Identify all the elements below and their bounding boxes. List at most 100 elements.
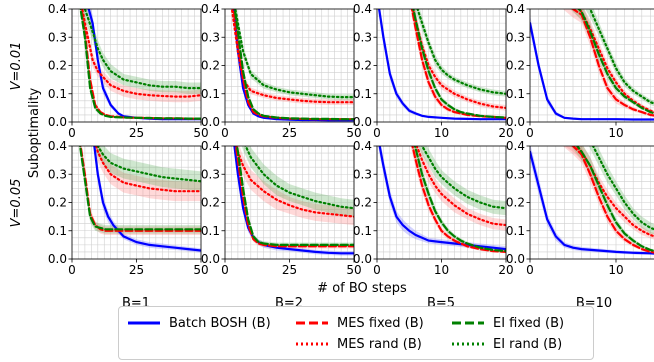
- series-group: [378, 146, 506, 254]
- series-line-batch-bosh-b: [93, 146, 201, 252]
- x-tick-label: 10: [608, 126, 623, 140]
- y-tick-label: 0.2: [353, 196, 372, 210]
- series-line-mes-rand-b: [95, 146, 201, 193]
- panel-r1-c4: 0 10 0.0 0.1 0.2 0.3 0.4: [506, 2, 654, 140]
- y-tick-label: 0.0: [353, 115, 372, 129]
- y-tick-label: 0.2: [201, 196, 220, 210]
- x-tick-label: 0: [68, 126, 76, 140]
- legend-item-mes-fixed: MES fixed (B): [295, 314, 424, 332]
- series-line-batch-bosh-b: [530, 150, 654, 255]
- x-tick-label: 0: [373, 263, 381, 277]
- series-line-ei-rand-b: [96, 146, 201, 183]
- y-tick-label: 0.3: [201, 167, 220, 181]
- y-tick-label: 0.1: [201, 87, 220, 101]
- series-line-ei-fixed-b: [412, 9, 506, 119]
- series-band-mes-rand-b: [93, 146, 201, 202]
- legend-swatch-ei-fixed: [452, 321, 484, 325]
- series-line-ei-rand-b: [588, 9, 654, 105]
- series-band-mes-rand-b: [80, 9, 201, 103]
- y-tick-label: 0.4: [201, 139, 220, 153]
- y-tick-label: 0.0: [353, 252, 372, 266]
- y-tick-label: 0.4: [506, 2, 525, 16]
- row-label-v005: V=0.05: [9, 179, 24, 228]
- legend-label-mes-fixed: MES fixed (B): [337, 315, 424, 331]
- panel-r2-c2: 0 25 50 0.0 0.1 0.2 0.3 0.4: [201, 139, 362, 277]
- panel-r1-c1: 0 25 50 0.0 0.1 0.2 0.3 0.4: [48, 2, 209, 140]
- y-tick-label: 0.2: [506, 59, 525, 73]
- series-band-ei-rand-b: [93, 146, 201, 192]
- x-tick-label: 25: [129, 126, 144, 140]
- legend-label-mes-rand: MES rand (B): [337, 336, 422, 352]
- y-tick-label: 0.0: [506, 115, 525, 129]
- series-line-mes-rand-b: [574, 146, 654, 238]
- legend-label-batch-bosh: Batch BOSH (B): [169, 315, 271, 331]
- y-tick-label: 0.1: [201, 224, 220, 238]
- series-group: [78, 146, 201, 253]
- y-tick-label: 0.4: [48, 139, 67, 153]
- y-tick-label: 0.3: [506, 167, 525, 181]
- y-tick-label: 0.3: [48, 30, 67, 44]
- x-tick-label: 10: [608, 263, 623, 277]
- series-line-batch-bosh-b: [530, 22, 654, 121]
- series-line-ei-rand-b: [234, 9, 354, 99]
- y-tick-label: 0.2: [353, 59, 372, 73]
- y-tick-label: 0.2: [506, 196, 525, 210]
- y-tick-label: 0.0: [201, 252, 220, 266]
- series-group: [233, 146, 354, 256]
- series-line-mes-rand-b: [411, 9, 506, 110]
- x-tick-label: 0: [221, 263, 229, 277]
- series-band-ei-fixed-b: [411, 9, 506, 119]
- legend-item-batch-bosh: Batch BOSH (B): [127, 314, 271, 332]
- x-tick-label: 10: [434, 263, 449, 277]
- panel-r2-c3: 0 10 20 0.0 0.1 0.2 0.3 0.4: [353, 139, 514, 277]
- legend-label-ei-fixed: EI fixed (B): [493, 315, 565, 331]
- y-tick-label: 0.3: [48, 167, 67, 181]
- series-line-ei-fixed-b: [78, 146, 201, 231]
- y-tick-label: 0.0: [48, 115, 67, 129]
- series-line-mes-fixed-b: [411, 146, 506, 253]
- series-line-ei-rand-b: [591, 146, 654, 231]
- y-tick-label: 0.1: [353, 87, 372, 101]
- y-tick-label: 0.1: [506, 87, 525, 101]
- y-tick-label: 0.4: [506, 139, 525, 153]
- series-band-ei-rand-b: [241, 146, 354, 217]
- y-tick-label: 0.3: [201, 30, 220, 44]
- series-line-ei-rand-b: [420, 146, 506, 210]
- x-tick-label: 50: [193, 263, 208, 277]
- x-tick-label: 25: [282, 263, 297, 277]
- series-band-ei-rand-b: [588, 146, 654, 235]
- y-tick-label: 0.1: [506, 224, 525, 238]
- series-line-mes-fixed-b: [571, 146, 654, 254]
- x-tick-label: 0: [68, 263, 76, 277]
- series-line-ei-rand-b: [244, 146, 354, 210]
- x-tick-label: 0: [526, 263, 534, 277]
- legend-swatch-batch-bosh: [128, 321, 160, 325]
- y-tick-label: 0.0: [506, 252, 525, 266]
- series-line-batch-bosh-b: [378, 9, 506, 121]
- series-line-ei-fixed-b: [577, 9, 654, 115]
- x-tick-label: 50: [346, 126, 361, 140]
- x-axis-label: # of BO steps: [317, 281, 407, 296]
- legend-item-mes-rand: MES rand (B): [295, 335, 422, 353]
- y-tick-label: 0.4: [48, 2, 67, 16]
- y-tick-label: 0.0: [48, 252, 67, 266]
- series-group: [530, 9, 654, 121]
- legend: Batch BOSH (B) MES fixed (B) MES rand (B…: [118, 306, 594, 360]
- x-tick-label: 0: [373, 126, 381, 140]
- y-tick-label: 0.2: [201, 59, 220, 73]
- y-tick-label: 0.1: [353, 224, 372, 238]
- panel-r1-c3: 0 10 20 0.0 0.1 0.2 0.3 0.4: [353, 2, 514, 140]
- y-tick-label: 0.0: [201, 115, 220, 129]
- series-group: [230, 9, 354, 122]
- y-tick-label: 0.4: [353, 139, 372, 153]
- row-label-v001: V=0.01: [9, 42, 24, 91]
- y-tick-label: 0.2: [48, 196, 67, 210]
- series-line-ei-fixed-b: [413, 146, 506, 253]
- x-tick-label: 20: [498, 126, 513, 140]
- subplot-grid: 0 25 500.00.10.20.30.40 25 500.00.10.20.30.4…: [48, 2, 654, 277]
- series-line-ei-fixed-b: [575, 146, 654, 252]
- series-line-mes-rand-b: [230, 9, 354, 104]
- y-tick-label: 0.1: [48, 87, 67, 101]
- legend-swatch-mes-fixed: [296, 321, 328, 325]
